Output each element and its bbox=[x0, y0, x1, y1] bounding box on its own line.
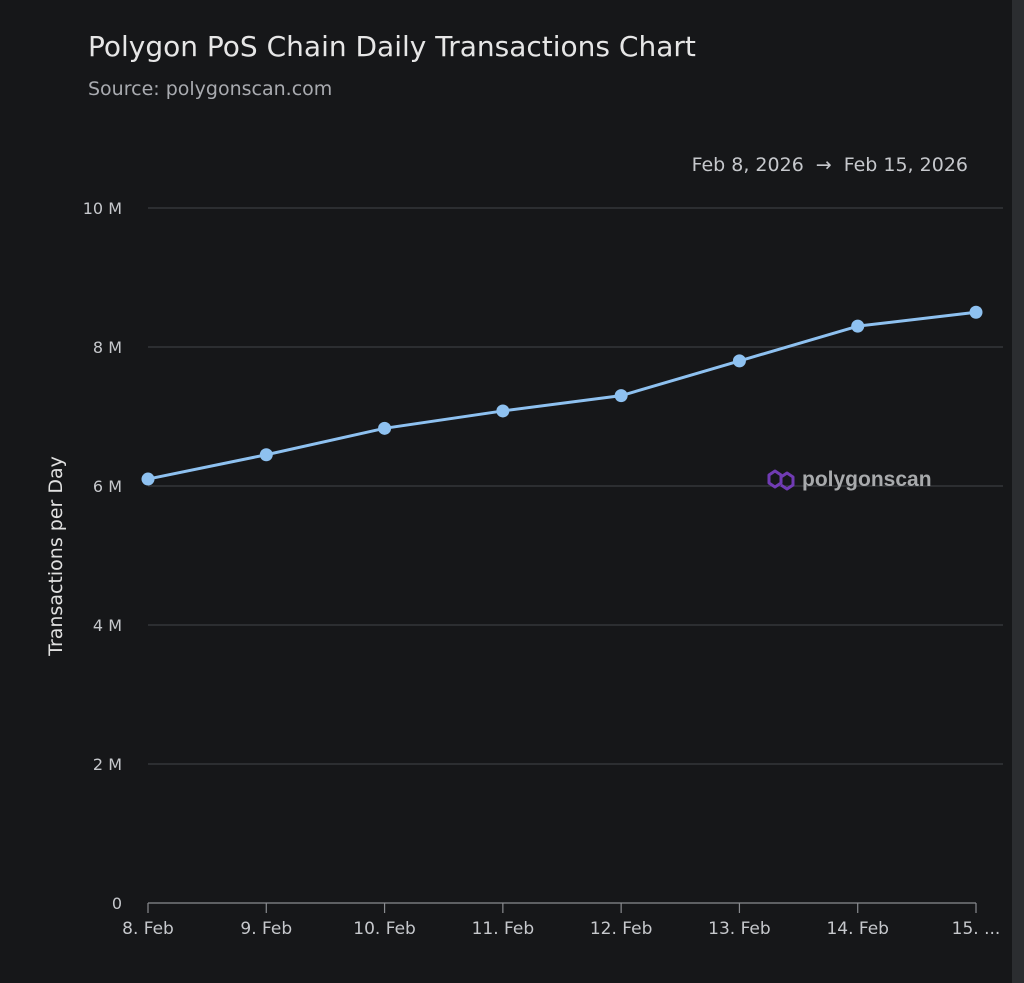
x-tick-label: 11. Feb bbox=[472, 919, 535, 939]
series-transactions bbox=[141, 305, 983, 486]
data-point[interactable] bbox=[851, 319, 865, 333]
x-tick-label: 15. ... bbox=[952, 919, 1001, 939]
y-tick-label: 6 M bbox=[93, 477, 122, 496]
data-point[interactable] bbox=[496, 404, 510, 418]
y-tick-label: 0 bbox=[112, 894, 122, 913]
polygonscan-watermark: polygonscan bbox=[766, 466, 932, 494]
watermark-text: polygonscan bbox=[802, 468, 932, 491]
data-point[interactable] bbox=[259, 448, 273, 462]
chart-subtitle: Source: polygonscan.com bbox=[88, 78, 333, 100]
y-tick-label: 4 M bbox=[93, 616, 122, 635]
data-point[interactable] bbox=[732, 354, 746, 368]
chart-title: Polygon PoS Chain Daily Transactions Cha… bbox=[88, 30, 696, 63]
date-range-start: Feb 8, 2026 bbox=[691, 154, 804, 176]
polygon-logo-icon bbox=[767, 469, 795, 491]
y-tick-label: 8 M bbox=[93, 338, 122, 357]
data-point[interactable] bbox=[141, 472, 155, 486]
x-tick-labels: 8. Feb 9. Feb 10. Feb 11. Feb 12. Feb 13. Feb… bbox=[122, 919, 1000, 939]
y-tick-label: 10 M bbox=[83, 199, 122, 218]
y-axis-label: Transactions per Day bbox=[45, 456, 67, 657]
x-tick-label: 13. Feb bbox=[708, 919, 771, 939]
gridlines bbox=[148, 207, 1003, 765]
x-tick-label: 8. Feb bbox=[122, 919, 174, 939]
x-tick-label: 14. Feb bbox=[826, 919, 889, 939]
x-tick-label: 10. Feb bbox=[353, 919, 416, 939]
data-point[interactable] bbox=[969, 305, 983, 319]
y-tick-labels: 0 2 M 4 M 6 M 8 M 10 M bbox=[83, 199, 122, 913]
date-range[interactable]: Feb 8, 2026 → Feb 15, 2026 bbox=[692, 154, 968, 176]
y-tick-label: 2 M bbox=[93, 755, 122, 774]
date-range-end: Feb 15, 2026 bbox=[843, 154, 968, 176]
series-line bbox=[147, 310, 977, 481]
arrow-right-icon: → bbox=[815, 154, 832, 176]
data-point[interactable] bbox=[378, 421, 392, 435]
x-axis bbox=[147, 902, 977, 913]
x-tick-label: 9. Feb bbox=[240, 919, 292, 939]
data-point[interactable] bbox=[614, 389, 628, 403]
x-tick-label: 12. Feb bbox=[590, 919, 653, 939]
